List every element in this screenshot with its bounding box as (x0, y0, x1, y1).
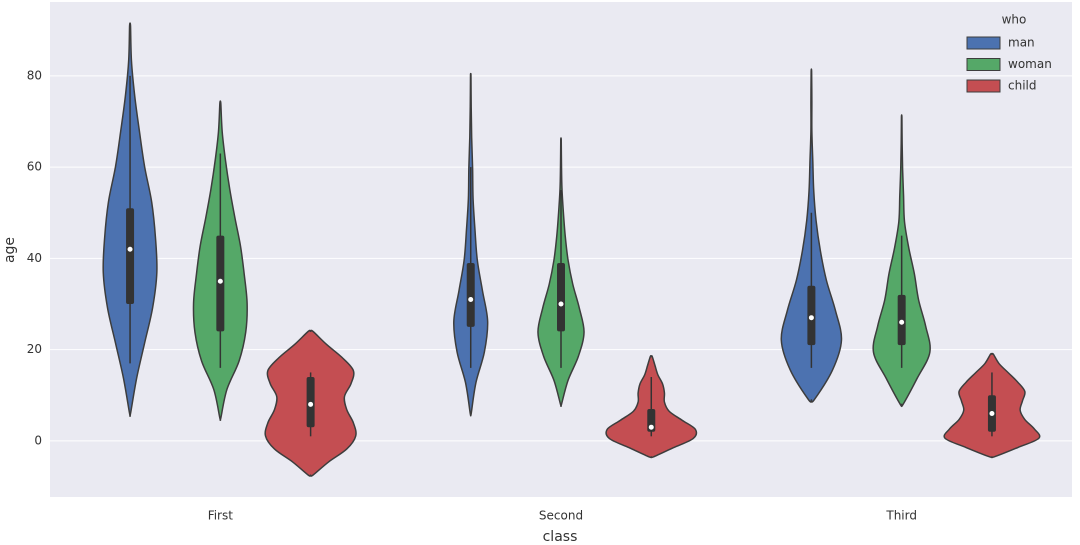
x-axis-title: class (543, 529, 578, 545)
median (648, 424, 654, 430)
median (899, 319, 905, 325)
y-tick-label: 80 (27, 68, 42, 82)
legend-label: man (1008, 36, 1035, 50)
x-tick-label: Second (539, 509, 583, 523)
x-tick-label: First (208, 509, 234, 523)
legend-swatch (966, 36, 1001, 50)
median (127, 246, 133, 252)
y-tick-label: 40 (27, 251, 42, 265)
x-tick-label: Third (885, 509, 917, 523)
y-tick-label: 60 (27, 160, 42, 174)
y-tick-label: 20 (27, 342, 42, 356)
legend-label: woman (1008, 57, 1052, 71)
box (557, 262, 565, 332)
y-axis-title: age (2, 237, 18, 263)
box (466, 262, 475, 327)
median (217, 278, 223, 284)
median (558, 301, 564, 307)
legend-title: who (1002, 13, 1027, 27)
y-tick-label: 0 (34, 433, 42, 447)
legend-label: child (1008, 79, 1037, 93)
legend-swatch (966, 79, 1001, 93)
median (989, 411, 995, 417)
median (468, 296, 474, 302)
median (308, 401, 314, 407)
box (126, 208, 135, 305)
median (808, 315, 814, 321)
legend-swatch (966, 58, 1001, 71)
